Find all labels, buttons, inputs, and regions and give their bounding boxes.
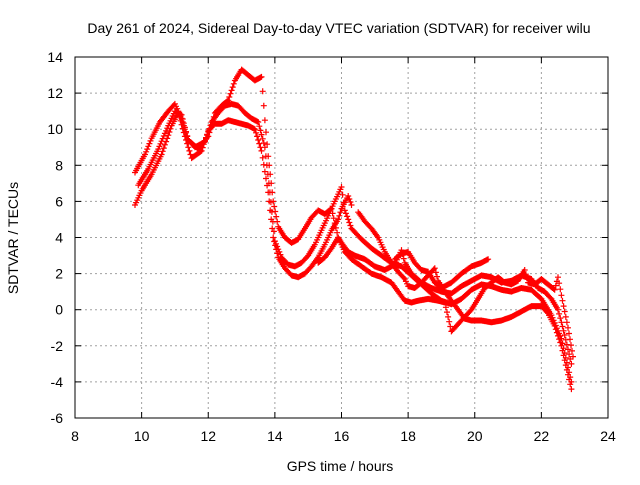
y-axis-label: SDTVAR / TECUs	[5, 182, 21, 294]
y-tick-label: 12	[47, 85, 63, 101]
x-tick-label: 18	[400, 428, 416, 444]
series-track-5	[315, 234, 576, 360]
x-tick-label: 20	[467, 428, 483, 444]
plus-markers	[391, 248, 492, 291]
y-tick-label: 10	[47, 121, 63, 137]
x-tick-label: 8	[71, 428, 79, 444]
plus-markers	[315, 234, 576, 360]
y-tick-label: 6	[55, 193, 63, 209]
chart-title: Day 261 of 2024, Sidereal Day-to-day VTE…	[87, 20, 590, 36]
grid-lines	[75, 57, 608, 418]
data-marks	[132, 66, 576, 393]
y-tick-label: 4	[55, 230, 63, 246]
series-track-2	[135, 100, 575, 385]
x-tick-label: 22	[534, 428, 550, 444]
x-tick-label: 24	[600, 428, 616, 444]
x-tick-label: 12	[200, 428, 216, 444]
series-track-6	[391, 248, 492, 291]
y-tick-label: -2	[51, 338, 64, 354]
plus-markers	[135, 100, 575, 385]
y-tick-label: 2	[55, 266, 63, 282]
plus-markers	[132, 66, 575, 367]
x-axis-label: GPS time / hours	[287, 458, 394, 474]
y-tick-label: -4	[51, 374, 64, 390]
y-tick-label: 14	[47, 49, 63, 65]
y-tick-label: 8	[55, 157, 63, 173]
y-tick-label: 0	[55, 302, 63, 318]
x-tick-label: 16	[334, 428, 350, 444]
y-tick-label: -6	[51, 410, 64, 426]
series-track-3	[132, 110, 355, 281]
plus-markers	[132, 110, 355, 281]
x-tick-label: 14	[267, 428, 283, 444]
x-tick-label: 10	[134, 428, 150, 444]
series-track-1	[132, 66, 575, 367]
